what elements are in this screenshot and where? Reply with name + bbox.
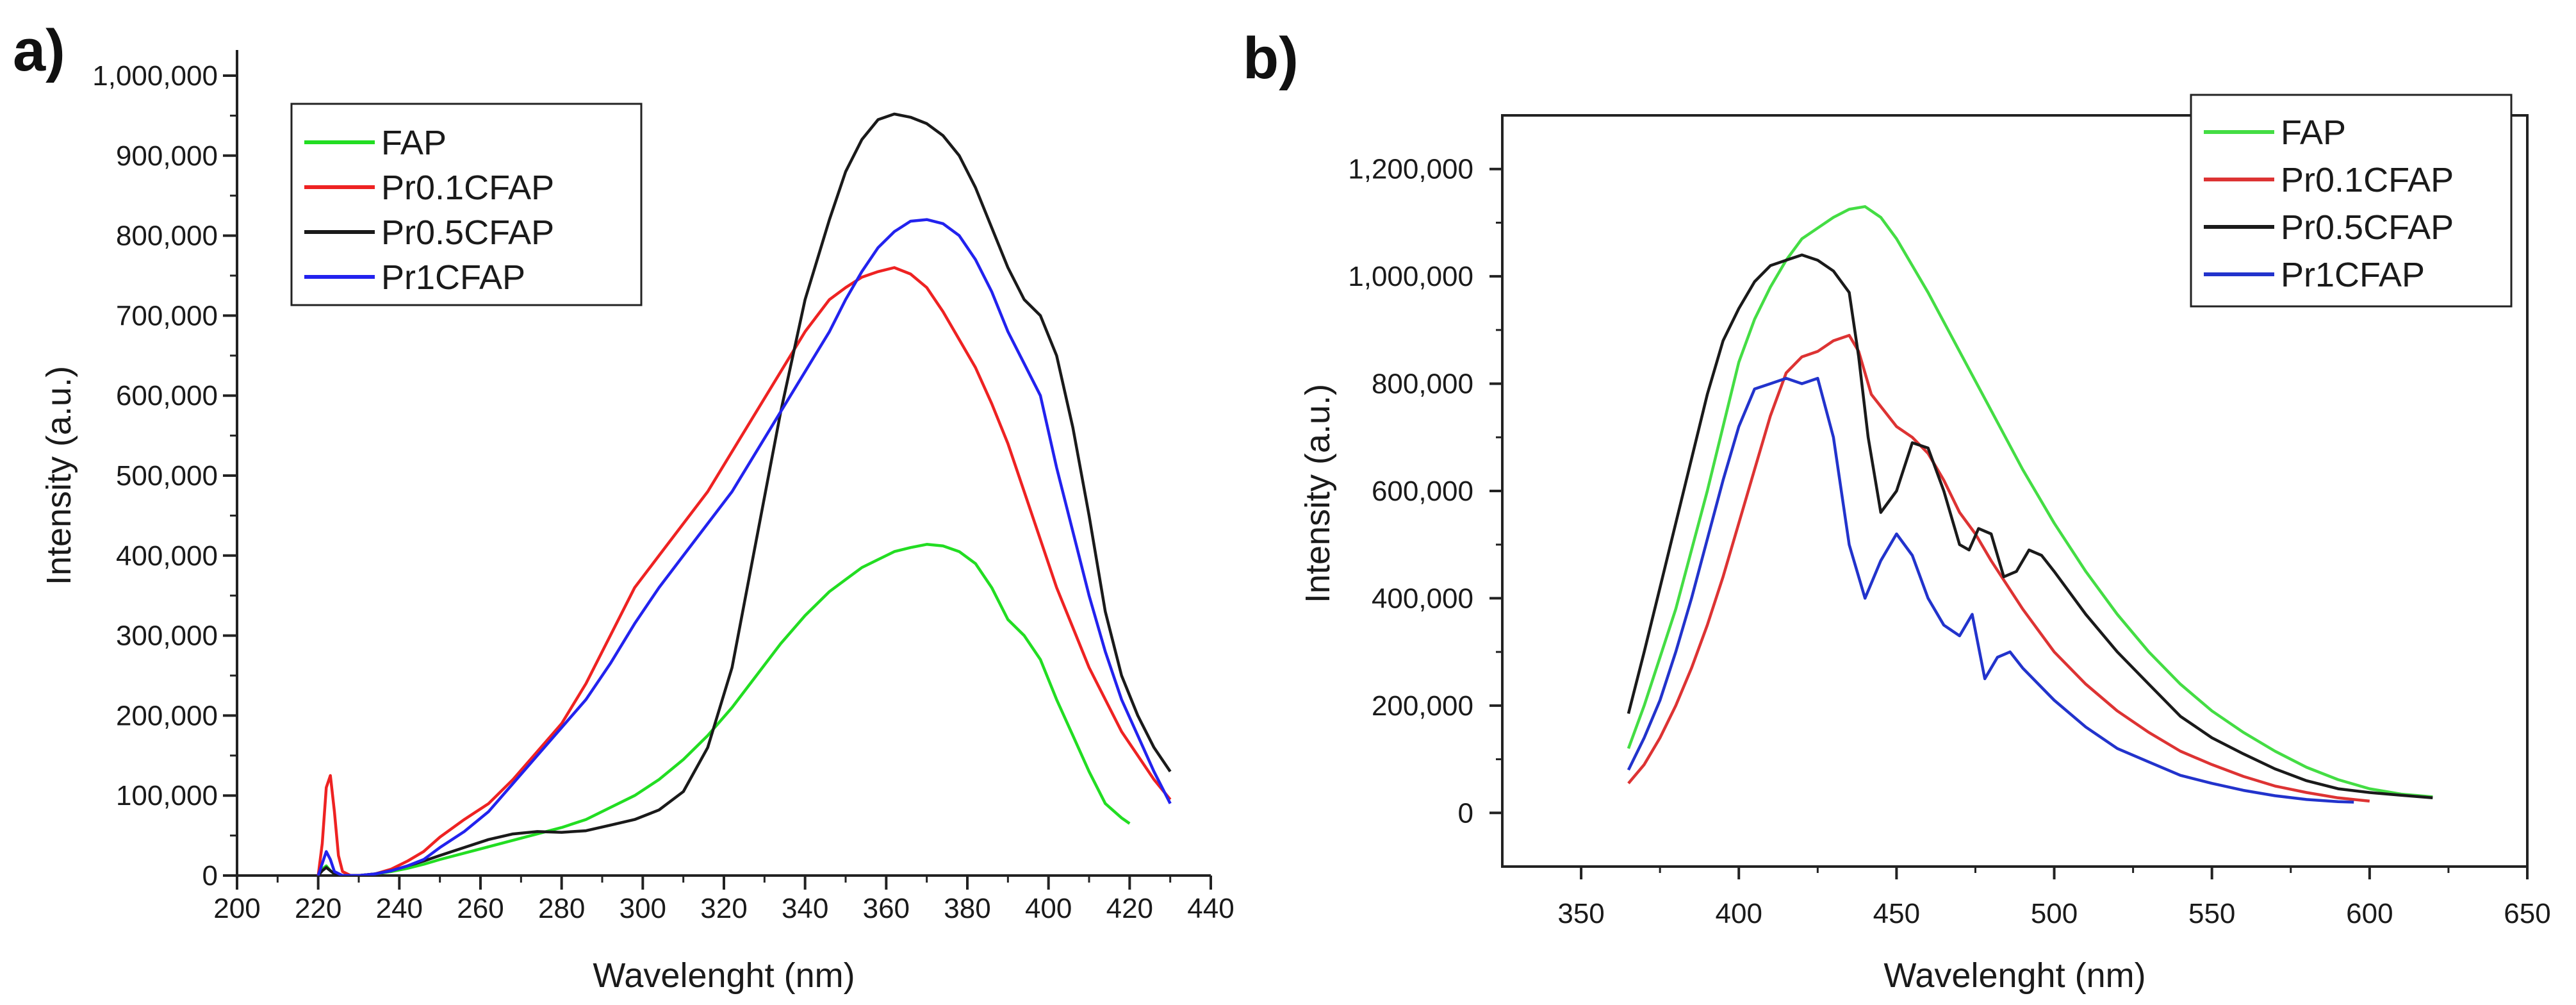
y-tick-label: 700,000 [116,300,218,331]
x-tick-label: 600 [2346,898,2393,929]
series-line-pr1cfap [316,218,1172,876]
x-tick-label: 350 [1557,898,1604,929]
x-tick-label: 340 [782,893,828,924]
y-tick-label: 1,000,000 [92,60,218,92]
y-tick-label: 300,000 [116,620,218,652]
x-tick-label: 300 [619,893,666,924]
x-tick-label: 260 [457,893,504,924]
legend-label: Pr1CFAP [381,258,525,297]
y-tick-label: 200,000 [1372,690,1473,722]
legend-label: FAP [381,124,447,162]
y-tick-label: 200,000 [116,700,218,731]
x-tick-label: 650 [2504,898,2550,929]
series-line-fap [1627,205,2433,799]
x-tick-label: 200 [213,893,260,924]
x-tick-label: 450 [1873,898,1920,929]
panel-label: a) [13,18,65,83]
y-axis-title: Intensity (a.u.) [1299,384,1337,603]
y-axis-title: Intensity (a.u.) [40,366,78,585]
x-tick-label: 380 [944,893,990,924]
legend-label: Pr0.1CFAP [2281,161,2454,199]
series-line-fap [316,543,1131,876]
y-tick-label: 800,000 [1372,369,1473,400]
legend-label: FAP [2281,113,2346,152]
series-line-pr1cfap [1627,376,2354,804]
y-tick-label: 1,200,000 [1348,154,1473,185]
series-line-pr0-5cfap [1627,253,2433,800]
x-tick-label: 400 [1716,898,1762,929]
x-tick-label: 500 [2031,898,2078,929]
x-tick-label: 220 [295,893,341,924]
y-tick-label: 500,000 [116,460,218,492]
y-tick-label: 0 [1458,797,1473,829]
x-axis-title: Wavelenght (nm) [593,956,855,995]
y-tick-label: 800,000 [116,220,218,252]
y-tick-label: 100,000 [116,780,218,811]
x-tick-label: 400 [1025,893,1072,924]
y-tick-label: 400,000 [116,540,218,572]
legend-label: Pr1CFAP [2281,256,2425,294]
x-tick-label: 240 [376,893,423,924]
y-tick-label: 400,000 [1372,583,1473,614]
legend-label: Pr0.5CFAP [2281,208,2454,247]
x-tick-label: 440 [1187,893,1234,924]
x-tick-label: 360 [863,893,910,924]
x-tick-label: 420 [1106,893,1153,924]
x-tick-label: 550 [2188,898,2235,929]
legend-box [290,103,643,306]
panel-b-chart: b) 0 200,000 400,000 600,000 800,000 1,000,000… [1243,26,2551,995]
legend-label: Pr0.5CFAP [381,213,554,252]
y-tick-label: 900,000 [116,140,218,172]
y-tick-label: 1,000,000 [1348,261,1473,292]
series-line-pr0-1cfap [316,266,1172,876]
legend-label: Pr0.1CFAP [381,169,554,207]
x-tick-label: 280 [538,893,585,924]
y-tick-label: 0 [202,860,218,892]
y-tick-label: 600,000 [1372,476,1473,507]
series-line-pr0-1cfap [1627,333,2370,803]
x-axis-title: Wavelenght (nm) [1883,956,2145,995]
panel-label: b) [1243,26,1299,91]
panel-a-chart: a) 0 100,000 200,000 300,000 400,000 500,000 60… [13,18,1235,995]
x-tick-label: 320 [700,893,747,924]
y-tick-label: 600,000 [116,380,218,411]
